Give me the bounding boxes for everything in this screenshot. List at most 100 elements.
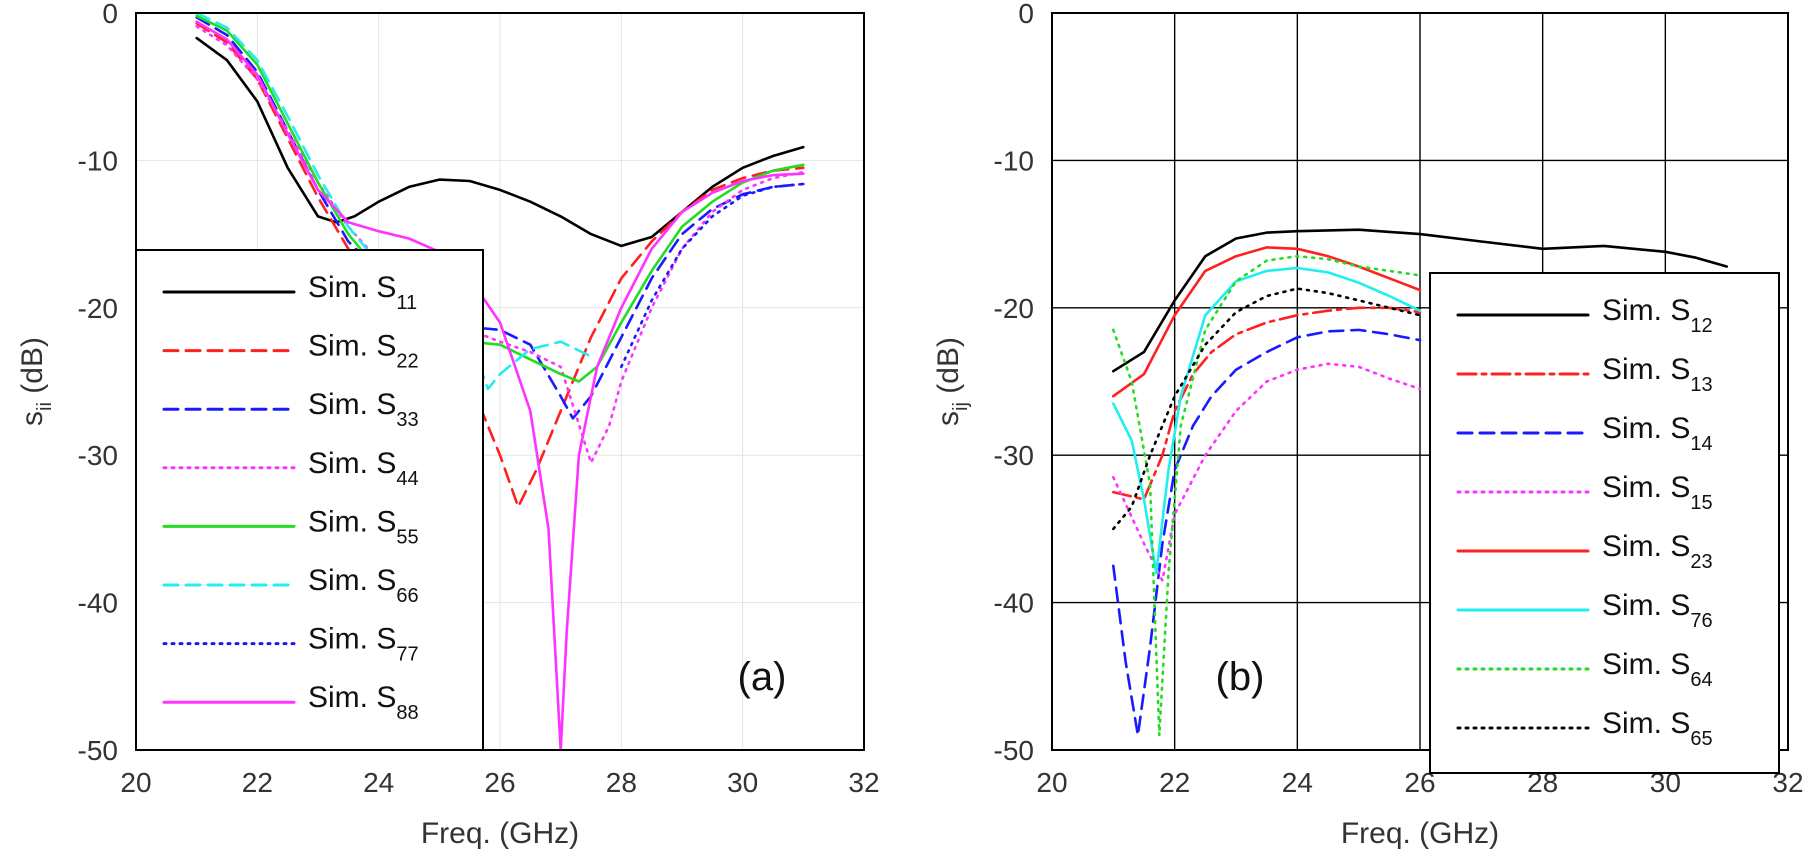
legend-label-main: Sim. S (308, 564, 396, 597)
legend-label-44: Sim. S44 (308, 447, 419, 490)
legend-label-sub: 66 (396, 585, 418, 607)
series-line-88 (195, 20, 805, 750)
y-tick-label: -30 (78, 440, 118, 471)
y-axis-label: sii (dB) (16, 337, 56, 426)
panel-label: (a) (738, 655, 787, 699)
legend-label-65: Sim. S65 (1602, 707, 1713, 750)
panel-label: (b) (1216, 655, 1265, 699)
legend-box (1429, 272, 1780, 774)
y-tick-label: -40 (994, 588, 1034, 619)
legend-label-main: Sim. S (308, 623, 396, 656)
legend-label-77: Sim. S77 (308, 623, 419, 666)
series-line-12 (1112, 228, 1728, 373)
legend-label-sub: 12 (1690, 315, 1712, 337)
legend-label-sub: 44 (396, 468, 418, 490)
axes-frame (1051, 12, 1789, 751)
x-tick-label: 30 (727, 767, 758, 798)
legend-label-66: Sim. S66 (308, 564, 419, 607)
y-tick-label: 0 (1018, 0, 1034, 29)
legend-label-14: Sim. S14 (1602, 412, 1713, 455)
legend-label-11: Sim. S11 (308, 271, 417, 314)
legend-label-sub: 15 (1690, 492, 1712, 514)
x-axis-label: Freq. (GHz) (1341, 817, 1499, 850)
legend-label-sub: 65 (1690, 728, 1712, 750)
legend-label-sub: 77 (396, 644, 418, 666)
legend-label-sub: 76 (1690, 610, 1712, 632)
legend-label-33: Sim. S33 (308, 388, 419, 431)
legend-label-64: Sim. S64 (1602, 648, 1713, 691)
y-tick-label: 0 (102, 0, 118, 29)
legend-label-main: Sim. S (1602, 589, 1690, 622)
x-tick-label: 20 (120, 767, 151, 798)
legend-label-main: Sim. S (1602, 471, 1690, 504)
y-axis-label-main: s (932, 411, 965, 426)
legend-label-main: Sim. S (1602, 353, 1690, 386)
legend-label-sub: 22 (396, 351, 418, 373)
y-axis-label-unit: (dB) (16, 337, 49, 402)
series-group (1112, 228, 1728, 737)
legend-label-main: Sim. S (1602, 648, 1690, 681)
series-line-13 (1112, 306, 1422, 501)
legend-label-sub: 14 (1690, 433, 1712, 455)
series-line-23 (1112, 246, 1422, 398)
y-tick-label: -20 (994, 293, 1034, 324)
chart-panel-a: 20 22 24 26 28 30 32 -50 -40 -30 -20 -10 0 Freq. (GHz… (16, 0, 880, 850)
legend-label-23: Sim. S23 (1602, 530, 1713, 573)
x-tick-label: 28 (606, 767, 637, 798)
legend-label-main: Sim. S (1602, 294, 1690, 327)
legend-label-sub: 33 (396, 409, 418, 431)
y-tick-label: -10 (78, 145, 118, 176)
x-tick-label: 20 (1036, 767, 1067, 798)
legend-label-76: Sim. S76 (1602, 589, 1713, 632)
x-tick-label: 26 (484, 767, 515, 798)
x-tick-label: 22 (1159, 767, 1190, 798)
legend-label-sub: 23 (1690, 551, 1712, 573)
legend-label-main: Sim. S (308, 388, 396, 421)
x-tick-label: 24 (1282, 767, 1313, 798)
legend-label-main: Sim. S (308, 271, 396, 304)
legend-label-main: Sim. S (1602, 412, 1690, 445)
legend-label-sub: 64 (1690, 669, 1712, 691)
legend-label-15: Sim. S15 (1602, 471, 1713, 514)
y-tick-label: -40 (78, 588, 118, 619)
y-axis-label-unit: (dB) (932, 337, 965, 402)
legend-label-main: Sim. S (308, 330, 396, 363)
legend-label-main: Sim. S (1602, 530, 1690, 563)
series-line-44 (195, 25, 805, 464)
legend-box (135, 249, 484, 751)
series-line-14 (1112, 328, 1422, 737)
x-tick-label: 32 (848, 767, 879, 798)
legend-label-main: Sim. S (1602, 707, 1690, 740)
y-tick-label: -50 (78, 735, 118, 766)
x-tick-label: 22 (242, 767, 273, 798)
x-axis-label: Freq. (GHz) (421, 817, 579, 850)
legend-label-sub: 13 (1690, 374, 1712, 396)
series-line-76 (1112, 266, 1422, 575)
series-line-65 (1112, 287, 1422, 531)
y-axis-label-sub: ij (950, 402, 972, 411)
legend-label-22: Sim. S22 (308, 330, 419, 373)
y-tick-label: -10 (994, 145, 1034, 176)
y-tick-label: -50 (994, 735, 1034, 766)
y-tick-label: -20 (78, 293, 118, 324)
legend-label-main: Sim. S (308, 681, 396, 714)
legend-label-main: Sim. S (308, 505, 396, 538)
series-line-64 (1112, 254, 1422, 737)
legend-label-sub: 11 (396, 292, 417, 314)
legend-label-13: Sim. S13 (1602, 353, 1713, 396)
legend-label-12: Sim. S12 (1602, 294, 1713, 337)
y-axis-label-main: s (16, 411, 49, 426)
legend-label-sub: 55 (396, 526, 418, 548)
y-axis-label: sij (dB) (932, 337, 972, 426)
legend-label-sub: 88 (396, 702, 418, 724)
series-line-55 (195, 14, 805, 383)
legend-label-55: Sim. S55 (308, 505, 419, 548)
x-tick-label: 24 (363, 767, 394, 798)
y-axis-label-sub: ii (34, 402, 56, 411)
y-tick-label: -30 (994, 440, 1034, 471)
series-line-77 (620, 182, 805, 369)
